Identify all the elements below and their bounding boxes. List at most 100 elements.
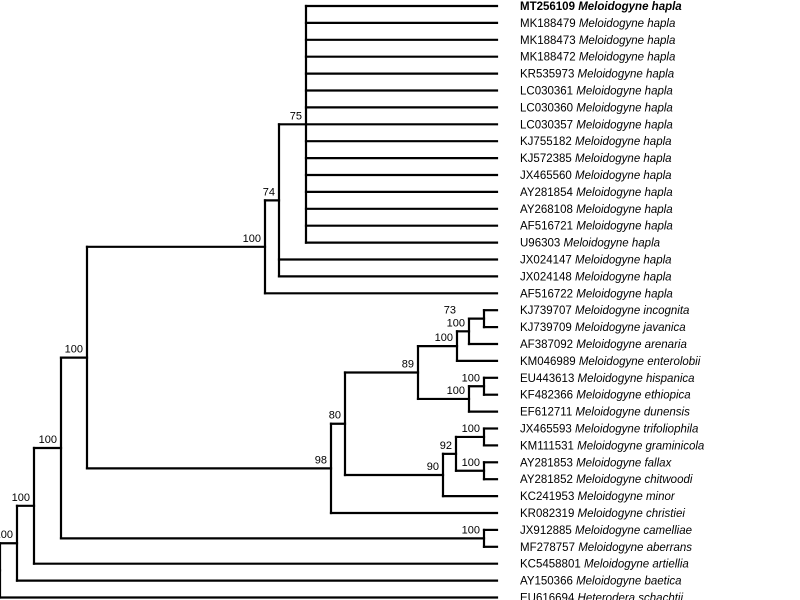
taxon-label: AY281854 Meloidogyne hapla [520, 187, 673, 199]
accession-number: AY281854 [520, 187, 576, 199]
taxon-label: JX465593 Meloidogyne trifoliophila [520, 424, 698, 436]
accession-number: KC5458801 [520, 559, 584, 571]
taxon-label: AY150366 Meloidogyne baetica [520, 576, 682, 588]
species-name: Heterodera schachtii [578, 593, 684, 600]
species-name: Meloidogyne hapla [576, 86, 673, 98]
accession-number: KM111531 [520, 440, 577, 452]
species-name: Meloidogyne hapla [579, 52, 676, 64]
taxon-label: MK188479 Meloidogyne hapla [520, 18, 675, 30]
taxon-label: AF516722 Meloidogyne hapla [520, 288, 673, 300]
species-name: Meloidogyne hispanica [578, 373, 695, 385]
accession-number: AF516721 [520, 221, 576, 233]
taxon-label: LC030357 Meloidogyne hapla [520, 119, 673, 131]
taxon-label: JX024148 Meloidogyne hapla [520, 271, 672, 283]
bootstrap-cB: 100 [435, 332, 453, 344]
taxon-label: AY268108 Meloidogyne hapla [520, 204, 673, 216]
bootstrap-cHE: 100 [462, 372, 480, 384]
taxon-label: LC030361 Meloidogyne hapla [520, 86, 673, 98]
species-name: Meloidogyne hapla [576, 187, 673, 199]
species-name: Meloidogyne baetica [576, 576, 682, 588]
taxon-label: KJ755182 Meloidogyne hapla [520, 136, 672, 148]
taxon-label: KM046989 Meloidogyne enterolobii [520, 356, 701, 368]
accession-number: LC030357 [520, 119, 576, 131]
accession-number: JX465593 [520, 424, 575, 436]
taxon-label: KC5458801 Meloidogyne artiellia [520, 559, 689, 571]
bootstrap-c73: 73 [444, 305, 456, 317]
species-name: Meloidogyne enterolobii [579, 356, 701, 368]
taxon-label: JX912885 Meloidogyne camelliae [520, 525, 692, 537]
species-name: Meloidogyne hapla [575, 153, 672, 165]
taxon-label: KJ572385 Meloidogyne hapla [520, 153, 672, 165]
taxon-label: JX465560 Meloidogyne hapla [520, 170, 672, 182]
accession-number: JX465560 [520, 170, 575, 182]
accession-number: KJ755182 [520, 136, 575, 148]
bootstrap-cTG: 100 [462, 423, 480, 435]
species-name: Meloidogyne hapla [576, 288, 673, 300]
accession-number: MK188473 [520, 35, 579, 47]
taxon-label: JX024147 Meloidogyne hapla [520, 255, 672, 267]
accession-number: KM046989 [520, 356, 579, 368]
species-name: Meloidogyne trifoliophila [575, 424, 698, 436]
taxon-label: EU616694 Heterodera schachtii [520, 593, 683, 600]
taxon-label: KC241953 Meloidogyne minor [520, 491, 676, 503]
species-name: Meloidogyne ethiopica [576, 390, 690, 402]
accession-number: KC241953 [520, 491, 578, 503]
species-name: Meloidogyne hapla [578, 1, 682, 13]
accession-number: AY150366 [520, 576, 576, 588]
taxon-label: KJ739707 Meloidogyne incognita [520, 305, 689, 317]
taxon-label: AF387092 Meloidogyne arenaria [520, 339, 687, 351]
accession-number: MK188472 [520, 52, 579, 64]
accession-number: EU443613 [520, 373, 578, 385]
accession-number: AF387092 [520, 339, 576, 351]
accession-number: KJ739707 [520, 305, 575, 317]
taxon-label: KJ739709 Meloidogyne javanica [520, 322, 686, 334]
species-name: Meloidogyne artiellia [584, 559, 689, 571]
species-name: Meloidogyne aberrans [578, 542, 692, 554]
bootstrap-cBae: 100 [0, 529, 13, 541]
taxon-label: EU443613 Meloidogyne hispanica [520, 373, 695, 385]
bootstrap-cA: 100 [447, 317, 465, 329]
tree-branches [0, 4, 499, 599]
accession-number: AY268108 [520, 204, 576, 216]
taxon-label: AY281853 Meloidogyne fallax [520, 457, 673, 469]
bootstrap-c89: 89 [402, 359, 414, 371]
taxon-label: AY281852 Meloidogyne chitwoodi [520, 474, 693, 486]
accession-number: U96303 [520, 238, 563, 250]
bootstrap-c90: 90 [427, 461, 439, 473]
accession-number: KR082319 [520, 508, 578, 520]
taxon-label: KF482366 Meloidogyne ethiopica [520, 390, 691, 402]
taxon-label: MF278757 Meloidogyne aberrans [520, 542, 692, 554]
bootstrap-c92: 92 [440, 440, 452, 452]
bootstrap-c80: 80 [329, 410, 341, 422]
species-name: Meloidogyne arenaria [576, 339, 687, 351]
bootstrap-cArt: 100 [12, 492, 30, 504]
accession-number: MF278757 [520, 542, 578, 554]
bootstrap-cFC: 100 [462, 457, 480, 469]
bootstrap-cCA: 100 [462, 524, 480, 536]
accession-number: LC030360 [520, 102, 576, 114]
accession-number: EF612711 [520, 407, 575, 419]
species-name: Meloidogyne hapla [576, 221, 673, 233]
bootstrap-c75: 75 [290, 110, 302, 122]
species-name: Meloidogyne minor [578, 491, 676, 503]
bootstrap-chapla: 100 [243, 233, 261, 245]
bootstrap-cMain2: 100 [39, 434, 57, 446]
accession-number: JX024148 [520, 271, 575, 283]
accession-number: AY281853 [520, 457, 576, 469]
accession-number: LC030361 [520, 86, 576, 98]
bootstrap-values: 7574100731001001001008910010092908098100… [0, 110, 480, 541]
species-name: Meloidogyne hapla [579, 35, 676, 47]
species-name: Meloidogyne dunensis [575, 407, 690, 419]
accession-number: MK188479 [520, 18, 579, 30]
taxon-label: KM111531 Meloidogyne graminicola [520, 440, 704, 452]
taxon-label: LC030360 Meloidogyne hapla [520, 102, 673, 114]
bootstrap-cMain: 100 [65, 344, 83, 356]
accession-number: AY281852 [520, 474, 576, 486]
accession-number: JX912885 [520, 525, 575, 537]
species-name: Meloidogyne incognita [575, 305, 689, 317]
species-name: Meloidogyne fallax [576, 457, 673, 469]
species-name: Meloidogyne hapla [578, 69, 675, 81]
accession-number: AF516722 [520, 288, 576, 300]
